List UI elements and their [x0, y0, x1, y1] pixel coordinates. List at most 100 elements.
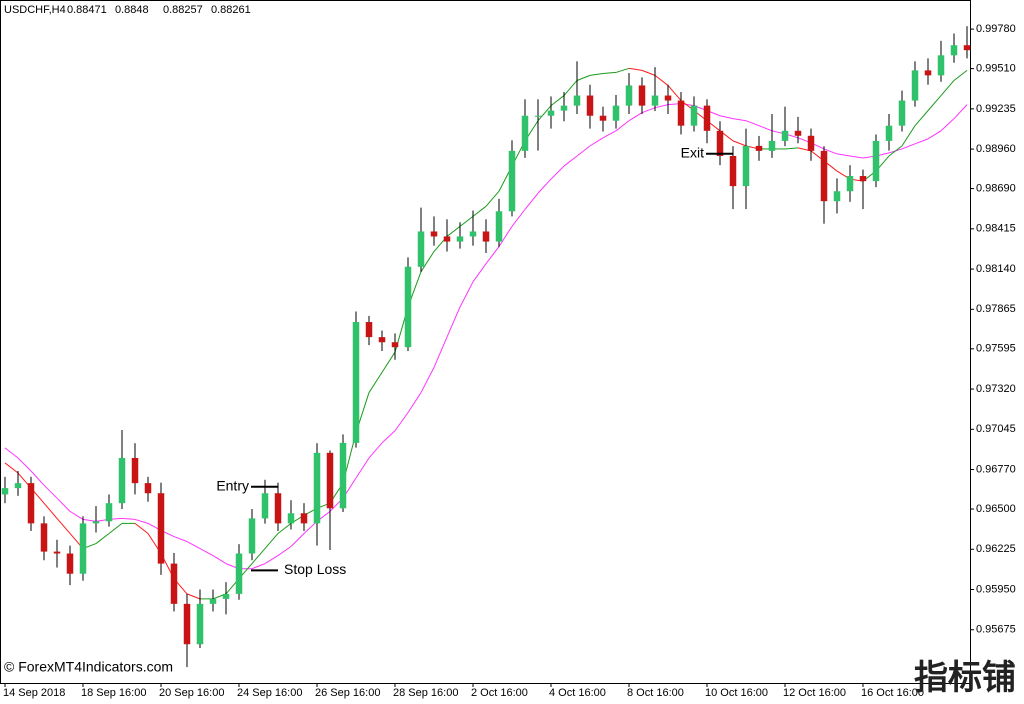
indicator-line — [628, 67, 643, 71]
indicator-line — [368, 442, 383, 459]
indicator-line — [43, 484, 58, 499]
candle-body — [105, 503, 113, 522]
indicator-line — [186, 593, 201, 600]
indicator-line — [914, 110, 929, 127]
symbol: USDCHF,H4 — [4, 4, 66, 16]
plot-frame — [0, 0, 971, 684]
y-tick-label: 0.97865 — [976, 303, 1016, 315]
candle-body — [209, 598, 217, 604]
y-tick-label: 0.98140 — [976, 263, 1016, 275]
candle-body — [274, 493, 282, 524]
indicator-line — [56, 518, 71, 534]
indicator-line — [472, 263, 487, 283]
indicator-line — [485, 190, 500, 207]
indicator-line — [108, 522, 123, 534]
watermark: 指标铺 — [914, 659, 1016, 697]
candle-body — [573, 95, 581, 106]
indicator-line — [4, 462, 19, 474]
candle-body — [222, 593, 230, 599]
indicator-line — [511, 209, 526, 227]
candle-body — [794, 130, 802, 136]
annotation-label: Stop Loss — [284, 561, 346, 577]
indicator-line — [784, 147, 799, 150]
indicator-line — [485, 246, 500, 264]
indicator-line — [550, 165, 565, 180]
candle-body — [937, 55, 945, 76]
indicator-line — [251, 563, 266, 570]
indicator-line — [199, 548, 214, 556]
y-tick-label: 0.98415 — [976, 223, 1016, 235]
candle-body — [742, 145, 750, 187]
candle-body — [781, 130, 789, 141]
indicator-line — [420, 251, 435, 272]
indicator-line — [407, 392, 422, 413]
indicator-line — [277, 546, 292, 556]
indicator-line — [667, 85, 682, 101]
indicator-line — [394, 412, 409, 432]
indicator-line — [927, 95, 942, 111]
indicator-line — [550, 95, 565, 107]
x-tick-label: 2 Oct 16:00 — [471, 687, 528, 699]
x-tick-label: 8 Oct 16:00 — [627, 687, 684, 699]
indicator-line — [940, 80, 955, 96]
indicator-line — [823, 148, 838, 155]
header-price: 0.88257 — [163, 4, 203, 16]
indicator-line — [134, 518, 149, 524]
y-tick-label: 0.97320 — [976, 383, 1016, 395]
candle-body — [404, 266, 412, 348]
candle-body — [534, 115, 542, 117]
candle-body — [430, 231, 438, 237]
candle-body — [651, 95, 659, 106]
candle-body — [417, 231, 425, 267]
candle-body — [131, 457, 139, 484]
indicator-line — [82, 518, 97, 522]
candle-body — [118, 457, 126, 504]
candle-body — [339, 442, 347, 509]
candle-body — [599, 115, 607, 121]
indicator-line — [901, 143, 916, 150]
indicator-line — [433, 336, 448, 368]
candle-body — [482, 231, 490, 242]
indicator-line — [589, 137, 604, 147]
x-tick-label: 20 Sep 16:00 — [159, 687, 224, 699]
annotation-label: Exit — [681, 144, 704, 160]
x-tick-label: 26 Sep 16:00 — [315, 687, 380, 699]
header-price: 0.88471 — [67, 4, 107, 16]
indicator-line — [186, 541, 201, 549]
candle-body — [326, 452, 334, 509]
candle-body — [300, 513, 308, 524]
candle-body — [287, 513, 295, 524]
copyright: © ForexMT4Indicators.com — [4, 659, 173, 675]
candle-body — [1, 488, 9, 495]
candle-body — [183, 603, 191, 645]
y-tick-label: 0.96770 — [976, 463, 1016, 475]
candle-body — [547, 110, 555, 116]
candle-body — [508, 150, 516, 212]
candle-body — [144, 483, 152, 494]
candle-body — [833, 191, 841, 202]
indicator-line — [524, 192, 539, 210]
indicator-line — [576, 74, 591, 81]
candle-body — [391, 342, 399, 348]
indicator-line — [95, 533, 110, 544]
y-tick-label: 0.96225 — [976, 543, 1016, 555]
candle-body — [924, 70, 932, 76]
y-tick-label: 0.99510 — [976, 63, 1016, 75]
indicator-line — [420, 367, 435, 393]
candle-body — [443, 236, 451, 242]
candle-body — [859, 176, 867, 182]
indicator-line — [602, 71, 617, 74]
indicator-line — [56, 497, 71, 512]
indicator-line — [498, 226, 513, 247]
candle-body — [27, 483, 35, 524]
indicator-line — [355, 457, 370, 479]
candle-body — [768, 140, 776, 151]
indicator-line — [264, 555, 279, 565]
indicator-line — [654, 104, 669, 109]
indicator-line — [212, 555, 227, 565]
indicator-line — [563, 155, 578, 167]
candle-body — [378, 337, 386, 343]
candle-body — [963, 45, 971, 51]
indicator-line — [446, 225, 461, 237]
